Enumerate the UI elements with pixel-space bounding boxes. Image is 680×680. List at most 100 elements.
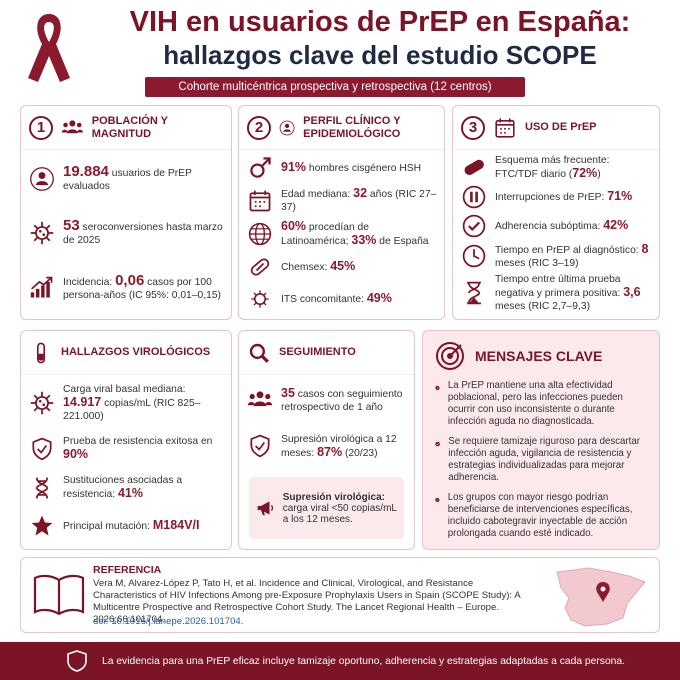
icon-part: [249, 393, 255, 400]
item-text-part: seroconversiones hasta marzo de 2025: [63, 222, 223, 247]
item: Tiempo entre última prueba negativa y pr…: [461, 273, 653, 313]
item: 91% hombres cisgénero HSH: [247, 155, 438, 181]
shield-icon: [67, 650, 87, 672]
item-text-part: Carga viral basal mediana:: [63, 384, 186, 395]
item-value: 60%: [281, 219, 307, 233]
dna-icon: [35, 476, 49, 499]
note-body: carga viral <50 copias/mL a los 12 meses…: [282, 502, 397, 525]
panel-number: 1: [29, 115, 53, 140]
panel-title: SEGUIMIENTO: [279, 346, 356, 358]
icon-part: [469, 297, 479, 303]
icon-part: [31, 515, 53, 536]
icon-part: [473, 249, 480, 260]
key-message-text: La PrEP mantiene una alta efectividad po…: [447, 380, 623, 427]
icon-part: [436, 499, 439, 501]
shield-icon: [32, 437, 52, 460]
item-text: Adherencia subóptima: 42%: [495, 219, 628, 233]
item-text-part: Adherencia subóptima:: [495, 221, 604, 233]
item-text-part: Supresión virológica a 12 meses:: [281, 433, 397, 459]
icon-part: [467, 281, 481, 305]
item-text-part: ITS concomitante:: [281, 294, 367, 305]
icon-part: [30, 281, 50, 298]
reference-text: Vera M, Alvarez-López P, Tato H, et al. …: [93, 578, 521, 625]
icon-part: [468, 222, 480, 232]
icon-part: [35, 226, 49, 241]
item-value: 72%: [572, 165, 598, 180]
item-text-part: Edad mediana:: [281, 189, 354, 200]
item-value: 32: [353, 186, 368, 200]
icon-part: [250, 163, 265, 178]
item-text-part: meses (RIC 2,7–9,3): [495, 301, 590, 313]
item-text-part: meses (RIC 3–19): [495, 257, 579, 269]
item-value: 45%: [330, 259, 356, 273]
panel: 3 USO DE PrEP Esquema más frecuente: FTC/T…: [452, 105, 660, 320]
panel-items: Carga viral basal mediana: 14.917 copias…: [29, 377, 225, 545]
ribbon-shape: [28, 14, 70, 82]
panel-number: 2: [247, 115, 271, 140]
people-icon: [247, 391, 273, 407]
item-text-part: casos por 100 persona-años (IC 95%: 0,01…: [63, 276, 221, 301]
item-value: 33%: [351, 233, 377, 247]
item-value: 87%: [317, 444, 343, 459]
kcheck-icon: [435, 497, 440, 503]
panel-header: HALLAZGOS VIROLÓGICOS: [21, 331, 231, 375]
item-text: Supresión virológica a 12 meses: 87% (20…: [281, 433, 408, 460]
note-text: Supresión virológica: carga viral <50 cop…: [283, 492, 398, 525]
icon-part: [76, 122, 82, 127]
icon-part: [441, 347, 459, 365]
item-text: Edad mediana: 32 años (RIC 27–37): [281, 187, 438, 214]
item-value: 90%: [63, 447, 89, 461]
item-value: 71%: [607, 189, 633, 204]
item-text-part: Incidencia:: [63, 276, 116, 288]
key-message: Se requiere tamizaje riguroso para desca…: [423, 431, 659, 487]
tube-icon: [37, 342, 45, 363]
ribbon: [28, 14, 70, 82]
mega-icon: [257, 501, 274, 516]
icon-part: [250, 190, 270, 207]
item-value: 14.917: [63, 395, 102, 409]
note: Supresión virológica: carga viral <50 cop…: [249, 477, 404, 539]
icon-part: [42, 403, 46, 407]
item-value: 19.884: [63, 163, 109, 181]
item-text-part: ): [597, 168, 601, 180]
item: Edad mediana: 32 años (RIC 27–37): [247, 187, 438, 214]
item-text-part: años (RIC 27–37): [281, 189, 437, 213]
icon-part: [67, 128, 78, 133]
item-text: Tiempo en PrEP al diagnóstico: 8 meses (…: [495, 242, 653, 270]
target-icon: [436, 342, 464, 370]
item-text: ITS concomitante: 49%: [281, 292, 392, 306]
item-value: M184V/I: [152, 518, 200, 532]
pill-icon: [250, 258, 270, 276]
icon-part: [270, 504, 274, 512]
icon-part: [35, 181, 49, 186]
panel-items: 35 casos con seguimiento retrospectivo d…: [247, 377, 408, 469]
icon-part: [265, 393, 271, 400]
icon-part: [249, 191, 271, 211]
item-text-part: procedían de Latinoamérica;: [281, 222, 370, 247]
icon-part: [600, 586, 606, 592]
item: Adherencia subóptima: 42%: [461, 213, 653, 239]
panel: SEGUIMIENTO 35 casos con seguimiento retr…: [238, 330, 415, 550]
icon-part: [38, 353, 44, 361]
clock-icon: [462, 245, 486, 268]
item: Chemsex: 45%: [247, 254, 438, 280]
item-value: 53: [63, 217, 80, 235]
footer: La evidencia para una PrEP eficaz incluy…: [0, 642, 680, 680]
icon-part: [249, 228, 271, 240]
icon-part: [247, 401, 273, 406]
icon-part: [37, 342, 45, 363]
subtitle: Cohorte multicéntrica prospectiva y retr…: [145, 77, 525, 97]
item: Supresión virológica a 12 meses: 87% (20…: [247, 433, 408, 460]
key-message-text: Los grupos con mayor riesgo podrían bene…: [447, 492, 633, 539]
item: Tiempo en PrEP al diagnóstico: 8 meses (…: [461, 242, 653, 270]
key-messages-list: La PrEP mantiene una alta efectividad po…: [423, 375, 659, 543]
icon-part: [30, 222, 54, 245]
icon-part: [255, 262, 265, 272]
item-text: 19.884 usuarios de PrEP evaluados: [63, 163, 225, 193]
item-text: Prueba de resistencia exitosa en 90%: [63, 435, 225, 462]
item-value: 42%: [603, 218, 629, 233]
icon-part: [279, 120, 295, 135]
icon-part: [42, 233, 46, 237]
